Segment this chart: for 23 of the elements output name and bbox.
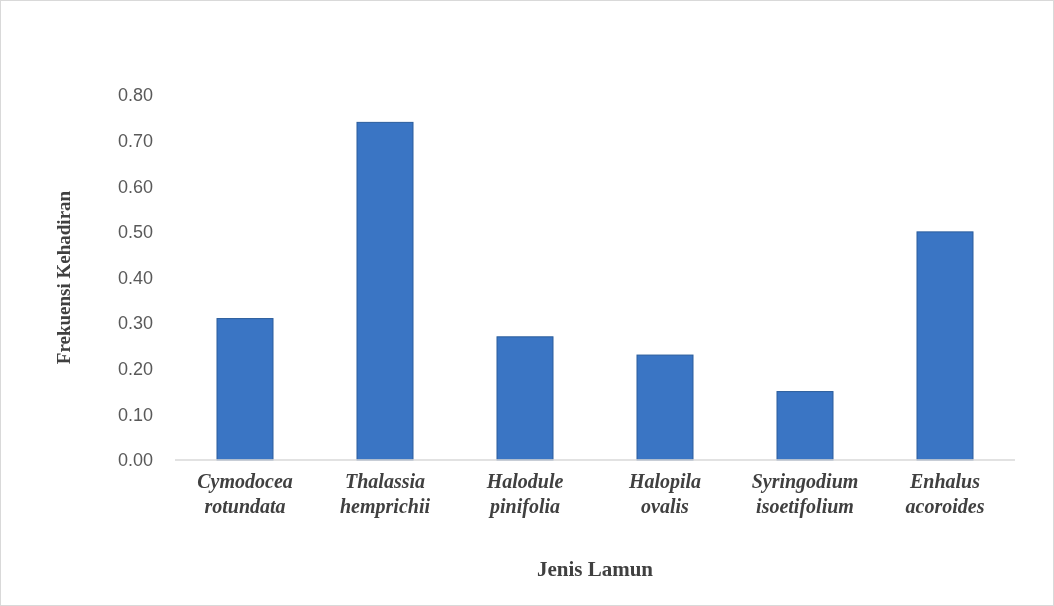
y-tick-label: 0.40 <box>117 267 153 288</box>
y-tick-label: 0.80 <box>117 85 153 106</box>
bar <box>356 121 414 461</box>
x-tick-label: Thalassia hemprichii <box>339 470 431 518</box>
bar <box>916 231 974 461</box>
y-tick-label: 0.10 <box>117 404 153 425</box>
bar <box>636 354 694 461</box>
y-tick-label: 0.00 <box>117 450 153 471</box>
y-tick-label: 0.20 <box>117 359 153 380</box>
y-tick-label: 0.70 <box>117 130 153 151</box>
x-tick-label: Halopila ovalis <box>627 470 702 517</box>
bar <box>776 391 834 461</box>
y-tick-label: 0.50 <box>117 222 153 243</box>
bar <box>216 318 274 461</box>
y-tick-label: 0.60 <box>117 176 153 197</box>
x-tick-label: Syringodium isoetifolium <box>751 470 859 518</box>
x-axis-title: Jenis Lamun <box>536 557 654 581</box>
x-tick-label: Enhalus acoroides <box>905 470 985 517</box>
bar <box>496 336 554 461</box>
y-axis-title: Frekuensi Kehadiran <box>53 190 74 365</box>
x-tick-label: Cymodocea rotundata <box>197 470 293 517</box>
y-tick-label: 0.30 <box>117 313 153 334</box>
x-tick-label: Halodule pinifolia <box>485 470 564 518</box>
